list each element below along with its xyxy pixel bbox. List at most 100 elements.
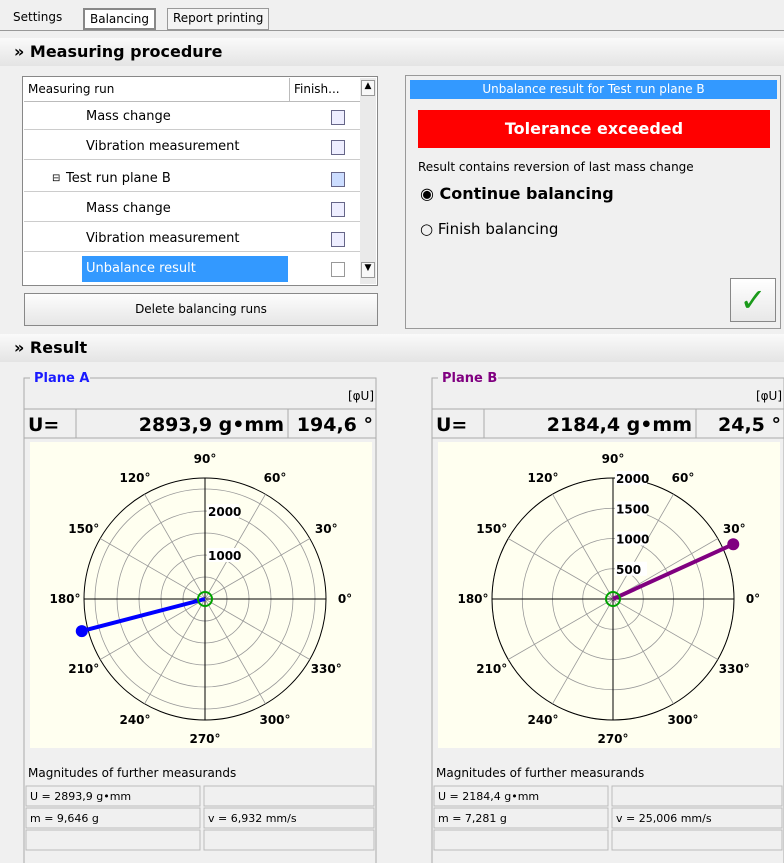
button[interactable]: Delete balancing runs <box>24 293 378 326</box>
angle-tick-label: 210° <box>476 662 507 676</box>
spoke <box>552 598 614 704</box>
cell <box>433 785 609 807</box>
angle-tick-label: 90° <box>194 452 217 466</box>
angle-tick-label: 60° <box>264 471 287 485</box>
icon <box>331 140 345 155</box>
angle-tick-label: 330° <box>311 662 342 676</box>
row-label: Vibration measurement <box>86 139 240 154</box>
column-header[interactable]: Finish... <box>290 78 360 102</box>
column-header[interactable]: Measuring run <box>24 78 290 102</box>
tree-row[interactable]: Unbalance result <box>24 256 360 282</box>
spoke <box>612 598 674 704</box>
group-title: Plane B <box>442 371 497 386</box>
tree-row[interactable]: Vibration measurement <box>24 134 360 160</box>
r-tick-label: 1000 <box>616 533 649 547</box>
vector <box>612 542 735 601</box>
r-tick-bg <box>207 548 239 562</box>
origin <box>197 591 213 607</box>
radio[interactable]: ◉ Continue balancing <box>420 184 614 203</box>
r-tick-bg <box>615 561 647 576</box>
tab[interactable]: Settings <box>13 10 63 24</box>
divider <box>0 30 784 31</box>
group-title-bg <box>30 370 90 386</box>
group-box <box>23 377 377 863</box>
vector <box>81 597 206 634</box>
cell <box>611 829 783 851</box>
icon <box>331 232 345 247</box>
angle-tick-label: 180° <box>49 592 80 606</box>
row-label: Mass change <box>86 109 171 124</box>
cell <box>433 829 609 851</box>
r-tick-label: 1000 <box>208 549 241 563</box>
icon <box>331 262 345 277</box>
cell <box>203 829 375 851</box>
cell <box>611 785 783 807</box>
angle-tick-label: 300° <box>667 713 698 727</box>
value-box <box>695 408 784 439</box>
icon <box>331 110 345 125</box>
tree-row[interactable]: Mass change <box>24 196 360 222</box>
group-title-bg <box>438 370 498 386</box>
row-label: Vibration measurement <box>86 231 240 246</box>
cell-text: v = 6,932 mm/s <box>208 812 297 825</box>
r-tick-label: 1500 <box>616 502 649 516</box>
r-tick-label: 500 <box>616 563 641 577</box>
polar-bg <box>30 442 372 748</box>
section-header[interactable]: » Result <box>0 334 784 362</box>
cell-text: m = 7,281 g <box>438 812 507 825</box>
tree-row[interactable]: Vibration measurement <box>24 226 360 252</box>
r-tick-bg <box>615 471 647 485</box>
spoke <box>100 598 206 660</box>
section-title: Measuring procedure <box>29 42 223 61</box>
row-label: Unbalance result <box>82 256 288 282</box>
r-tick-bg <box>615 501 647 516</box>
tab[interactable]: Balancing <box>83 8 157 30</box>
origin <box>605 591 621 607</box>
section-header[interactable]: » Measuring procedure <box>0 38 784 66</box>
scroll-up[interactable]: ▲ <box>361 80 375 96</box>
cell <box>25 807 201 829</box>
tree-row[interactable]: ⊟ Test run plane B <box>24 166 360 192</box>
tab[interactable]: Report printing <box>167 8 270 30</box>
further-title: Magnitudes of further measurands <box>436 766 644 780</box>
confirm-button[interactable]: ✓ <box>730 278 776 322</box>
angle-tick-label: 300° <box>259 713 290 727</box>
angle-tick-label: 150° <box>476 522 507 536</box>
radio-label: Finish balancing <box>437 220 559 238</box>
group-box <box>431 377 784 863</box>
collapse-box[interactable]: ⊟ <box>52 173 61 184</box>
angle-tick-label: 120° <box>527 471 558 485</box>
tree-row[interactable]: Mass change <box>24 104 360 130</box>
cell <box>611 807 783 829</box>
angle-tick-label: 120° <box>119 471 150 485</box>
cell-text: v = 25,006 mm/s <box>616 812 712 825</box>
u-label: U= <box>436 414 467 436</box>
angle-tick-label: 90° <box>602 452 625 466</box>
cell <box>433 807 609 829</box>
magnitude: 2893,9 g•mm <box>139 414 284 436</box>
cell <box>203 807 375 829</box>
spoke <box>204 598 310 660</box>
spoke <box>100 538 206 600</box>
icon <box>331 172 345 187</box>
angle: 24,5 ° <box>718 414 781 436</box>
radio-label: Continue balancing <box>439 184 614 203</box>
spoke <box>612 494 674 600</box>
message: Result contains reversion of last mass c… <box>418 160 694 174</box>
cell-text: m = 9,646 g <box>30 812 99 825</box>
angle-tick-label: 150° <box>68 522 99 536</box>
radio[interactable]: ○ Finish balancing <box>420 220 559 238</box>
cell <box>25 829 201 851</box>
spoke <box>204 494 266 600</box>
section-title: Result <box>29 338 88 357</box>
r-tick-bg <box>207 504 239 518</box>
spoke <box>144 494 206 600</box>
scrollbar[interactable] <box>360 78 376 284</box>
vector-tip <box>727 538 740 551</box>
magnitude: 2184,4 g•mm <box>547 414 692 436</box>
vector-tip <box>75 625 88 638</box>
scroll-down[interactable]: ▼ <box>361 262 375 278</box>
row-label: Mass change <box>86 201 171 216</box>
angle-tick-label: 0° <box>746 592 760 606</box>
